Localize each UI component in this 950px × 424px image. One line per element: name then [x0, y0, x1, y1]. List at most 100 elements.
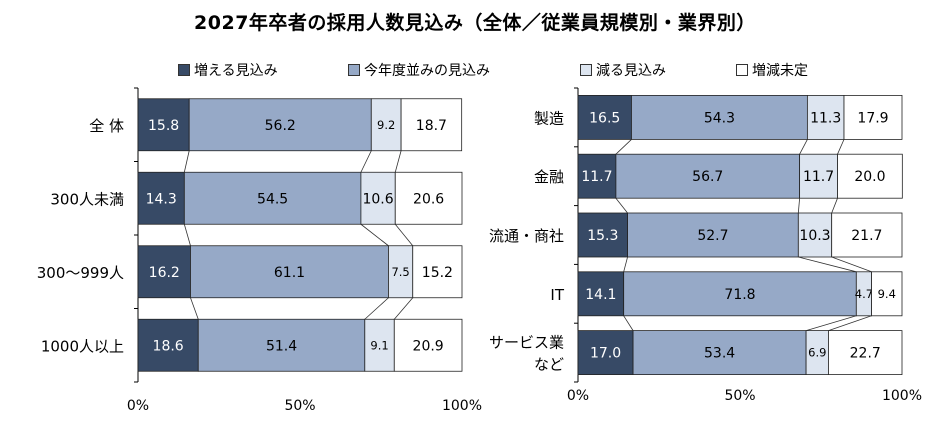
- x-tick-label: 100%: [882, 388, 922, 404]
- bar-segment-increase: [137, 318, 199, 372]
- connector-line: [615, 139, 632, 155]
- data-label-decrease: 10.3: [799, 228, 830, 244]
- data-label-undecided: 18.7: [416, 118, 447, 134]
- data-label-increase: 14.3: [146, 191, 177, 207]
- legend-item-decrease: 減る見込み: [580, 60, 666, 80]
- data-label-undecided: 22.7: [850, 346, 881, 362]
- category-label: 流通・商社: [489, 227, 564, 245]
- data-label-increase: 15.8: [148, 118, 179, 134]
- data-label-same: 56.7: [692, 169, 723, 185]
- x-tick-label: 0%: [127, 398, 149, 414]
- bar-segment-undecided: [393, 318, 463, 372]
- bar-segment-increase: [577, 95, 632, 140]
- data-label-decrease: 4.7: [855, 287, 873, 301]
- data-label-same: 61.1: [274, 265, 305, 281]
- data-label-same: 71.8: [724, 287, 755, 303]
- connector-line: [837, 139, 845, 155]
- connector-line: [831, 256, 872, 273]
- legend-swatch-undecided: [736, 64, 748, 76]
- category-label: など: [534, 356, 564, 374]
- data-label-increase: 17.0: [590, 346, 621, 362]
- data-label-same: 53.4: [704, 346, 735, 362]
- data-label-increase: 11.7: [581, 169, 612, 185]
- bar-segment-same: [615, 153, 801, 199]
- data-label-same: 54.5: [257, 191, 288, 207]
- connector-line: [190, 297, 199, 320]
- data-label-decrease: 9.2: [377, 118, 395, 132]
- category-label: 1000人以上: [41, 337, 124, 355]
- connector-line: [615, 197, 628, 214]
- bar-segment-undecided: [831, 212, 903, 258]
- bar-segment-increase: [137, 98, 190, 152]
- bar-segment-undecided: [828, 330, 903, 376]
- bar-segment-same: [627, 212, 799, 258]
- connector-line: [831, 198, 838, 214]
- connector-line: [394, 150, 402, 173]
- legend-item-undecided: 増減未定: [736, 60, 808, 80]
- connector-line: [364, 297, 389, 320]
- bar-segment-same: [188, 98, 372, 152]
- connector-line: [394, 223, 414, 247]
- data-label-increase: 16.2: [149, 265, 180, 281]
- data-label-same: 51.4: [266, 338, 297, 354]
- connector-line: [805, 315, 857, 331]
- bar-segment-same: [183, 171, 362, 225]
- legend-label-same: 今年度並みの見込み: [364, 63, 490, 79]
- data-label-undecided: 17.9: [857, 110, 888, 126]
- legend-label-undecided: 増減未定: [752, 63, 808, 79]
- data-label-decrease: 11.7: [803, 169, 834, 185]
- bar-segment-same: [623, 271, 857, 317]
- bar-segment-decrease: [364, 318, 395, 372]
- data-label-same: 54.3: [704, 110, 735, 126]
- bar-segment-undecided: [837, 153, 903, 199]
- x-tick-label: 50%: [284, 398, 315, 414]
- category-label: 全 体: [89, 117, 124, 135]
- bar-segment-increase: [137, 171, 185, 225]
- legend-item-same: 今年度並みの見込み: [348, 60, 490, 80]
- bar-segment-increase: [577, 330, 634, 376]
- category-label: IT: [550, 286, 564, 304]
- data-label-same: 56.2: [265, 118, 296, 134]
- bar-segment-undecided: [394, 171, 463, 225]
- bar-segment-decrease: [799, 153, 838, 199]
- bar-segment-same: [631, 95, 808, 140]
- connector-line: [360, 150, 372, 173]
- connector-line: [183, 150, 190, 173]
- connector-line: [797, 198, 801, 214]
- connector-line: [798, 256, 857, 273]
- bar-segment-decrease: [360, 171, 396, 225]
- connector-line: [623, 315, 634, 331]
- x-tick-label: 100%: [442, 398, 482, 414]
- x-tick-label: 50%: [724, 388, 755, 404]
- legend: 増える見込み 今年度並みの見込み 減る見込み 増減未定: [0, 60, 950, 80]
- legend-swatch-same: [348, 64, 360, 76]
- legend-label-increase: 増える見込み: [194, 63, 278, 79]
- data-label-increase: 16.5: [589, 110, 620, 126]
- bar-segment-undecided: [843, 95, 903, 140]
- bar-segment-undecided: [400, 98, 463, 152]
- data-label-undecided: 20.9: [413, 338, 444, 354]
- data-label-undecided: 15.2: [422, 265, 453, 281]
- category-label: 300人未満: [50, 190, 124, 208]
- category-label: 金融: [534, 168, 564, 186]
- data-label-undecided: 9.4: [878, 287, 896, 301]
- connector-line: [799, 139, 808, 155]
- bar-segment-same: [197, 318, 366, 372]
- bar-segment-decrease: [370, 98, 402, 152]
- bar-segment-decrease: [806, 95, 845, 140]
- data-label-same: 52.7: [697, 228, 728, 244]
- legend-swatch-increase: [178, 64, 190, 76]
- category-label: サービス業: [489, 334, 564, 352]
- bar-segment-undecided: [412, 245, 463, 299]
- data-label-increase: 14.1: [585, 287, 616, 303]
- chart-title: 2027年卒者の採用人数見込み（全体／従業員規模別・業界別）: [194, 12, 756, 34]
- connector-line: [623, 256, 628, 272]
- bar-segment-undecided: [871, 271, 903, 317]
- bar-segment-same: [190, 245, 389, 299]
- bar-segment-increase: [577, 212, 628, 258]
- legend-swatch-decrease: [580, 64, 592, 76]
- data-label-undecided: 20.6: [413, 191, 444, 207]
- category-label: 製造: [534, 109, 564, 127]
